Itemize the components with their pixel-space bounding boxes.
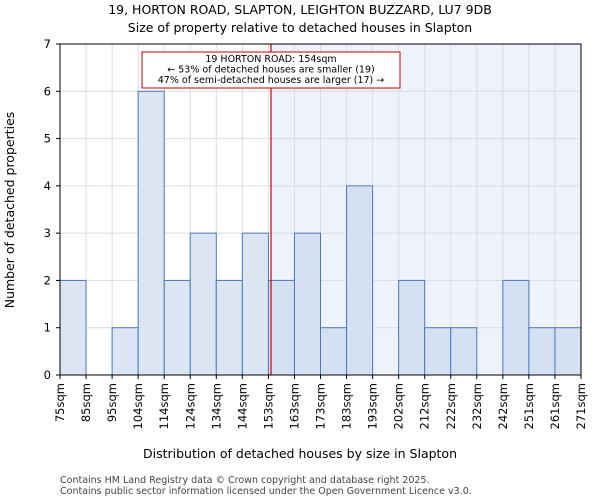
y-axis-ticks: 0 1 2 3 4 5 6 7 <box>44 37 60 382</box>
y-tick-label: 3 <box>44 226 51 240</box>
y-tick-label: 1 <box>44 321 51 335</box>
footer-line-1: Contains HM Land Registry data © Crown c… <box>60 475 430 486</box>
bar-251sqm <box>528 327 556 376</box>
x-tick-label: 124sqm <box>183 383 197 429</box>
x-tick-label: 75sqm <box>53 383 67 422</box>
x-tick-label: 163sqm <box>287 383 301 429</box>
x-tick-label: 232sqm <box>470 383 484 429</box>
bar-222sqm <box>450 327 478 376</box>
x-tick-label: 261sqm <box>548 383 562 429</box>
y-tick-label: 7 <box>44 37 51 51</box>
bar-144sqm <box>241 232 269 376</box>
x-tick-label: 251sqm <box>522 383 536 429</box>
x-tick-label: 95sqm <box>105 383 119 422</box>
bar-75sqm <box>59 279 87 376</box>
bar-173sqm <box>320 327 348 376</box>
bar-95sqm <box>111 327 139 376</box>
x-tick-label: 202sqm <box>392 383 406 429</box>
y-axis-label: Number of detached properties <box>2 112 17 309</box>
x-tick-label: 153sqm <box>261 383 275 429</box>
x-tick-label: 222sqm <box>444 383 458 429</box>
x-tick-label: 193sqm <box>366 383 380 429</box>
chart-title: 19, HORTON ROAD, SLAPTON, LEIGHTON BUZZA… <box>108 2 492 17</box>
x-tick-label: 242sqm <box>496 383 510 429</box>
bars <box>59 90 582 376</box>
x-tick-label: 144sqm <box>235 383 249 429</box>
x-tick-label: 134sqm <box>209 383 223 429</box>
bar-134sqm <box>215 279 243 376</box>
y-tick-label: 5 <box>44 132 51 146</box>
bar-114sqm <box>163 279 191 376</box>
property-annotation: 19 HORTON ROAD: 154sqm ← 53% of detached… <box>141 51 401 89</box>
bar-212sqm <box>424 327 452 376</box>
bar-124sqm <box>189 232 217 376</box>
x-tick-label: 104sqm <box>131 383 145 429</box>
x-tick-label: 85sqm <box>79 383 93 422</box>
annotation-box <box>141 51 401 89</box>
bar-202sqm <box>398 279 426 376</box>
bar-104sqm <box>137 90 165 376</box>
x-axis-ticks: 75sqm 85sqm 95sqm 104sqm 114sqm 124sqm 134sqm 1… <box>53 375 588 429</box>
bar-242sqm <box>502 279 530 376</box>
annotation-line-1: 19 HORTON ROAD: 154sqm <box>205 54 336 65</box>
y-tick-label: 0 <box>44 368 51 382</box>
y-tick-label: 4 <box>44 179 51 193</box>
annotation-line-2: ← 53% of detached houses are smaller (19… <box>167 65 374 76</box>
x-tick-label: 271sqm <box>574 383 588 429</box>
annotation-line-3: 47% of semi-detached houses are larger (… <box>158 75 385 86</box>
footer-line-2: Contains public sector information licen… <box>60 486 472 497</box>
y-tick-label: 6 <box>44 84 51 98</box>
x-tick-label: 183sqm <box>340 383 354 429</box>
x-axis-label: Distribution of detached houses by size … <box>143 446 457 461</box>
y-tick-label: 2 <box>44 273 51 287</box>
x-tick-label: 114sqm <box>157 383 171 429</box>
bar-163sqm <box>293 232 322 376</box>
x-tick-label: 212sqm <box>418 383 432 429</box>
bar-153sqm <box>267 279 295 376</box>
bar-261sqm <box>554 327 582 376</box>
x-tick-label: 173sqm <box>314 383 328 429</box>
bar-183sqm <box>346 185 374 376</box>
chart-subtitle: Size of property relative to detached ho… <box>128 20 472 35</box>
